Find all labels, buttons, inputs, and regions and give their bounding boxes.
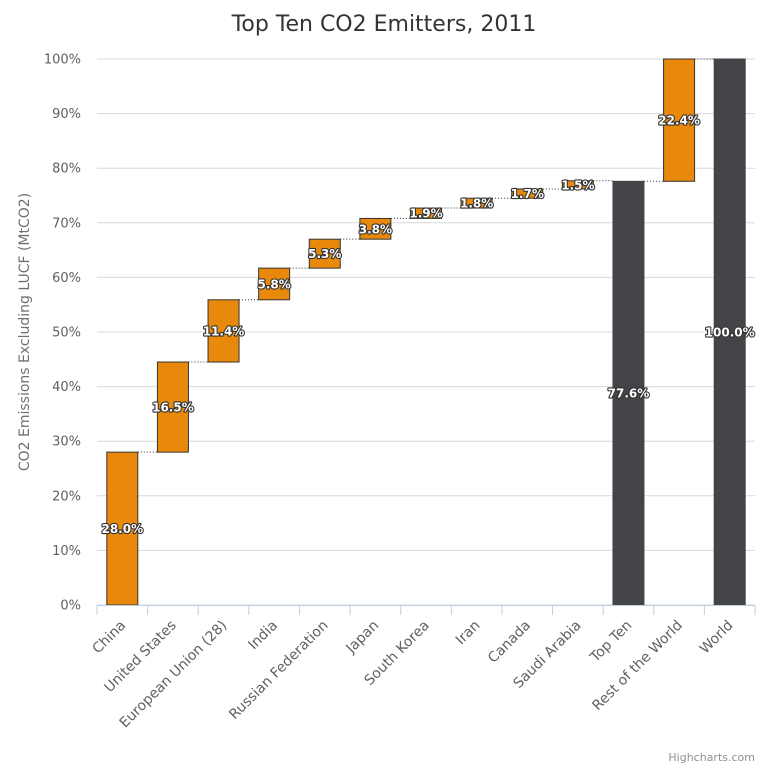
y-tick-label: 70%	[52, 216, 81, 231]
credit-link[interactable]: Highcharts.com	[668, 751, 755, 764]
x-tick-label: China	[90, 618, 130, 658]
data-label: 1.7%	[511, 187, 544, 201]
y-tick-label: 50%	[52, 326, 81, 341]
data-labels: 28.0% 16.5% 11.4% 5.8% 5.3% 3.8% 1.9% 1.8% 1.7% 1…	[100, 113, 755, 538]
x-tick-label: Top Ten	[587, 618, 636, 667]
x-tick-label: World	[697, 618, 737, 658]
x-tick-label: Iran	[453, 618, 484, 649]
data-label: 11.4%	[203, 324, 245, 338]
bar[interactable]	[207, 299, 240, 363]
y-tick-label: 60%	[52, 271, 81, 286]
bar[interactable]	[359, 217, 392, 240]
y-tick-label: 10%	[52, 544, 81, 559]
bar[interactable]	[713, 58, 746, 606]
bar[interactable]	[106, 451, 139, 606]
bar[interactable]	[511, 188, 544, 199]
gridlines	[97, 58, 755, 606]
bar[interactable]	[612, 180, 645, 606]
y-tick-label: 0%	[60, 599, 81, 614]
data-label: 77.6%	[608, 387, 650, 401]
bar[interactable]	[410, 207, 442, 219]
data-label: 1.5%	[561, 178, 594, 192]
y-tick-label: 40%	[52, 380, 81, 395]
data-label: 100.0%	[705, 326, 755, 340]
connectors	[137, 58, 715, 453]
data-label: 3.8%	[359, 222, 392, 236]
bars	[106, 58, 746, 606]
y-tick-label: 30%	[52, 435, 81, 450]
x-tick-label: India	[245, 618, 281, 654]
x-tick-label: Canada	[485, 618, 534, 667]
data-label: 28.0%	[101, 522, 143, 536]
y-axis-label: CO2 Emissions Excluding LUCF (MtCO2)	[17, 193, 33, 471]
data-label: 1.8%	[460, 197, 493, 211]
y-tick-label: 80%	[52, 162, 81, 177]
x-tick-label: Japan	[343, 618, 383, 658]
data-label: 1.9%	[409, 207, 442, 221]
y-tick-label: 90%	[52, 107, 81, 122]
y-axis-ticks: 0% 10% 20% 30% 40% 50% 60% 70% 80% 90% 100%	[44, 53, 81, 614]
x-tick-label: Rest of the World	[589, 618, 685, 714]
bar[interactable]	[663, 58, 696, 182]
y-tick-label: 100%	[44, 53, 81, 68]
data-label: 5.8%	[258, 277, 291, 291]
bar[interactable]	[561, 180, 594, 190]
data-label: 22.4%	[658, 114, 700, 128]
chart-title: Top Ten CO2 Emitters, 2011	[231, 12, 537, 37]
data-label: 16.5%	[152, 401, 194, 415]
x-tick-label: Russian Federation	[226, 618, 331, 723]
y-tick-label: 20%	[52, 489, 81, 504]
bar[interactable]	[258, 267, 291, 301]
bar[interactable]	[308, 238, 341, 269]
bar[interactable]	[156, 361, 189, 453]
data-label: 5.3%	[308, 247, 341, 261]
x-axis	[96, 605, 756, 615]
bar[interactable]	[460, 197, 493, 209]
